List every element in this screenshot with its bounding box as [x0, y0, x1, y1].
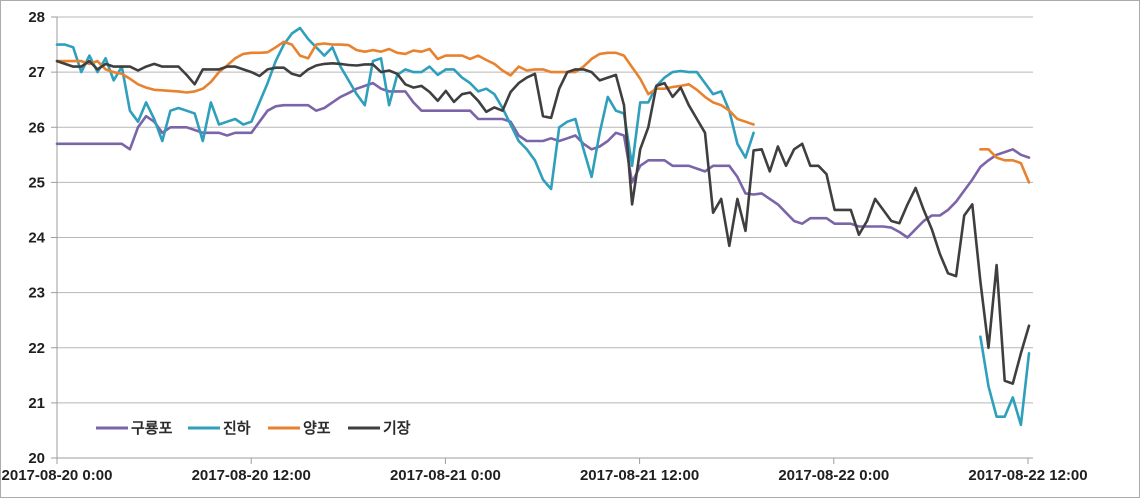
series-lines [55, 26, 1031, 427]
series-line-진하 [55, 26, 755, 191]
series-line-구룡포 [55, 81, 1031, 239]
legend-item-양포: 양포 [268, 420, 331, 437]
legend-label-양포: 양포 [303, 420, 331, 437]
x-tick-label-5: 2017-08-22 12:00 [968, 467, 1087, 484]
y-tick-label-27: 27 [28, 64, 45, 81]
x-tick-label-2: 2017-08-21 0:00 [390, 467, 501, 484]
y-axis-labels: 20 21 22 23 24 25 26 27 28 [28, 9, 45, 467]
y-tick-label-24: 24 [28, 230, 45, 247]
y-tick-label-20: 20 [28, 450, 45, 467]
y-tick-label-23: 23 [28, 285, 45, 302]
legend-label-구룡포: 구룡포 [131, 420, 173, 437]
y-tick-label-21: 21 [28, 395, 45, 412]
y-tick-label-22: 22 [28, 340, 45, 357]
series-line-양포 [979, 148, 1031, 184]
series-line-양포 [55, 40, 755, 126]
y-tick-label-26: 26 [28, 119, 45, 136]
series-line-기장 [55, 59, 1031, 385]
x-tick-label-0: 2017-08-20 0:00 [2, 467, 113, 484]
x-axis-labels: 2017-08-20 0:00 2017-08-20 12:00 2017-08-2… [2, 467, 1088, 484]
axes [51, 16, 1033, 464]
legend-label-진하: 진하 [223, 420, 251, 437]
y-tick-label-25: 25 [28, 174, 45, 191]
legend-item-진하: 진하 [188, 420, 251, 437]
legend-item-구룡포: 구룡포 [96, 420, 173, 437]
legend: 구룡포 진하 양포 기장 [96, 419, 411, 437]
y-tick-label-28: 28 [28, 9, 45, 26]
series-line-진하 [979, 335, 1031, 427]
legend-label-기장: 기장 [383, 419, 411, 437]
x-tick-label-1: 2017-08-20 12:00 [192, 467, 311, 484]
x-tick-label-4: 2017-08-22 0:00 [778, 467, 889, 484]
x-tick-label-3: 2017-08-21 12:00 [580, 467, 699, 484]
legend-item-기장: 기장 [348, 419, 411, 437]
